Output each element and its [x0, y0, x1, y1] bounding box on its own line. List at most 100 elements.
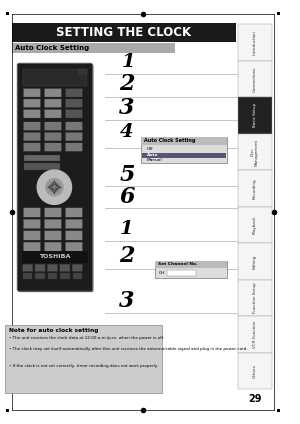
- FancyBboxPatch shape: [65, 231, 83, 240]
- Text: Function Setup: Function Setup: [253, 283, 257, 313]
- FancyBboxPatch shape: [23, 89, 40, 97]
- Text: Playback: Playback: [253, 216, 257, 234]
- Text: 3: 3: [119, 290, 135, 312]
- FancyBboxPatch shape: [23, 219, 40, 229]
- Text: 2: 2: [119, 73, 135, 95]
- FancyBboxPatch shape: [65, 208, 83, 217]
- FancyBboxPatch shape: [65, 143, 83, 151]
- Text: 3: 3: [119, 97, 135, 119]
- FancyBboxPatch shape: [44, 242, 62, 251]
- Text: Editing: Editing: [253, 254, 257, 269]
- Circle shape: [50, 182, 59, 192]
- FancyBboxPatch shape: [23, 132, 40, 141]
- Bar: [155, 261, 227, 278]
- Bar: [22, 251, 88, 262]
- FancyBboxPatch shape: [18, 64, 94, 292]
- Bar: [238, 280, 272, 316]
- Text: • If the clock is not set correctly, timer recording does not work properly.: • If the clock is not set correctly, tim…: [9, 364, 158, 368]
- Text: • The unit receives the clock data at 12:00 a.m./p.m. when the power is off.: • The unit receives the clock data at 12…: [9, 336, 164, 340]
- FancyBboxPatch shape: [72, 264, 82, 271]
- Bar: [6, 409, 9, 412]
- Text: 4: 4: [120, 123, 134, 141]
- Text: Note for auto clock setting: Note for auto clock setting: [9, 328, 98, 333]
- Circle shape: [37, 170, 71, 204]
- Text: Set Channel No.: Set Channel No.: [158, 262, 198, 266]
- FancyBboxPatch shape: [23, 143, 40, 151]
- Bar: [5, 324, 162, 393]
- Text: 6: 6: [119, 186, 135, 208]
- Text: Connections: Connections: [253, 66, 257, 92]
- FancyBboxPatch shape: [65, 219, 83, 229]
- Bar: [167, 270, 196, 276]
- Bar: [12, 23, 236, 42]
- Bar: [238, 353, 272, 389]
- Text: TOSHIBA: TOSHIBA: [39, 254, 70, 259]
- FancyBboxPatch shape: [60, 264, 70, 271]
- Text: Introduction: Introduction: [253, 30, 257, 55]
- Bar: [35, 273, 45, 279]
- Text: Auto Clock Setting: Auto Clock Setting: [144, 138, 195, 143]
- FancyBboxPatch shape: [65, 99, 83, 108]
- Bar: [23, 69, 87, 86]
- Text: 2: 2: [119, 245, 135, 267]
- Text: Recording: Recording: [253, 178, 257, 199]
- Bar: [277, 12, 280, 15]
- Bar: [277, 409, 280, 412]
- FancyBboxPatch shape: [44, 208, 62, 217]
- Text: Auto: Auto: [147, 153, 158, 157]
- Text: VCR Function: VCR Function: [253, 321, 257, 349]
- Bar: [238, 170, 272, 207]
- Bar: [238, 207, 272, 243]
- FancyBboxPatch shape: [44, 132, 62, 141]
- FancyBboxPatch shape: [65, 242, 83, 251]
- FancyBboxPatch shape: [23, 231, 40, 240]
- Bar: [155, 261, 227, 268]
- Text: Manual: Manual: [147, 158, 163, 162]
- FancyBboxPatch shape: [23, 122, 40, 131]
- Text: 1: 1: [122, 53, 136, 71]
- Bar: [238, 316, 272, 353]
- Bar: [12, 43, 175, 53]
- FancyBboxPatch shape: [22, 264, 33, 271]
- Bar: [73, 273, 82, 279]
- Bar: [238, 243, 272, 280]
- FancyBboxPatch shape: [65, 109, 83, 118]
- Bar: [6, 12, 9, 15]
- Text: 1: 1: [120, 220, 134, 238]
- FancyBboxPatch shape: [23, 109, 40, 118]
- Bar: [142, 153, 226, 158]
- Bar: [79, 69, 87, 74]
- Bar: [238, 97, 272, 134]
- FancyBboxPatch shape: [44, 99, 62, 108]
- Text: CH: CH: [158, 271, 165, 275]
- FancyBboxPatch shape: [23, 242, 40, 251]
- Text: SETTING THE CLOCK: SETTING THE CLOCK: [56, 26, 192, 39]
- Bar: [23, 273, 32, 279]
- Bar: [24, 163, 60, 170]
- Text: Basic Setup: Basic Setup: [253, 103, 257, 128]
- Text: Off: Off: [147, 147, 154, 151]
- Text: 29: 29: [248, 394, 262, 404]
- Text: Others: Others: [253, 364, 257, 378]
- FancyBboxPatch shape: [23, 208, 40, 217]
- Bar: [141, 137, 227, 163]
- Bar: [141, 137, 227, 145]
- Bar: [238, 24, 272, 61]
- FancyBboxPatch shape: [35, 264, 45, 271]
- Bar: [24, 155, 60, 162]
- Bar: [238, 391, 272, 404]
- FancyBboxPatch shape: [65, 89, 83, 97]
- FancyBboxPatch shape: [65, 122, 83, 131]
- Text: Disc
Management: Disc Management: [250, 138, 259, 165]
- FancyBboxPatch shape: [23, 99, 40, 108]
- Bar: [238, 61, 272, 97]
- Text: 5: 5: [119, 164, 135, 186]
- Bar: [238, 134, 272, 170]
- Text: • The clock may set itself automatically after this unit receives the antenna/ca: • The clock may set itself automatically…: [9, 347, 247, 351]
- FancyBboxPatch shape: [17, 63, 92, 291]
- FancyBboxPatch shape: [44, 122, 62, 131]
- FancyBboxPatch shape: [44, 143, 62, 151]
- Text: Auto Clock Setting: Auto Clock Setting: [15, 45, 89, 51]
- FancyBboxPatch shape: [44, 89, 62, 97]
- FancyBboxPatch shape: [44, 109, 62, 118]
